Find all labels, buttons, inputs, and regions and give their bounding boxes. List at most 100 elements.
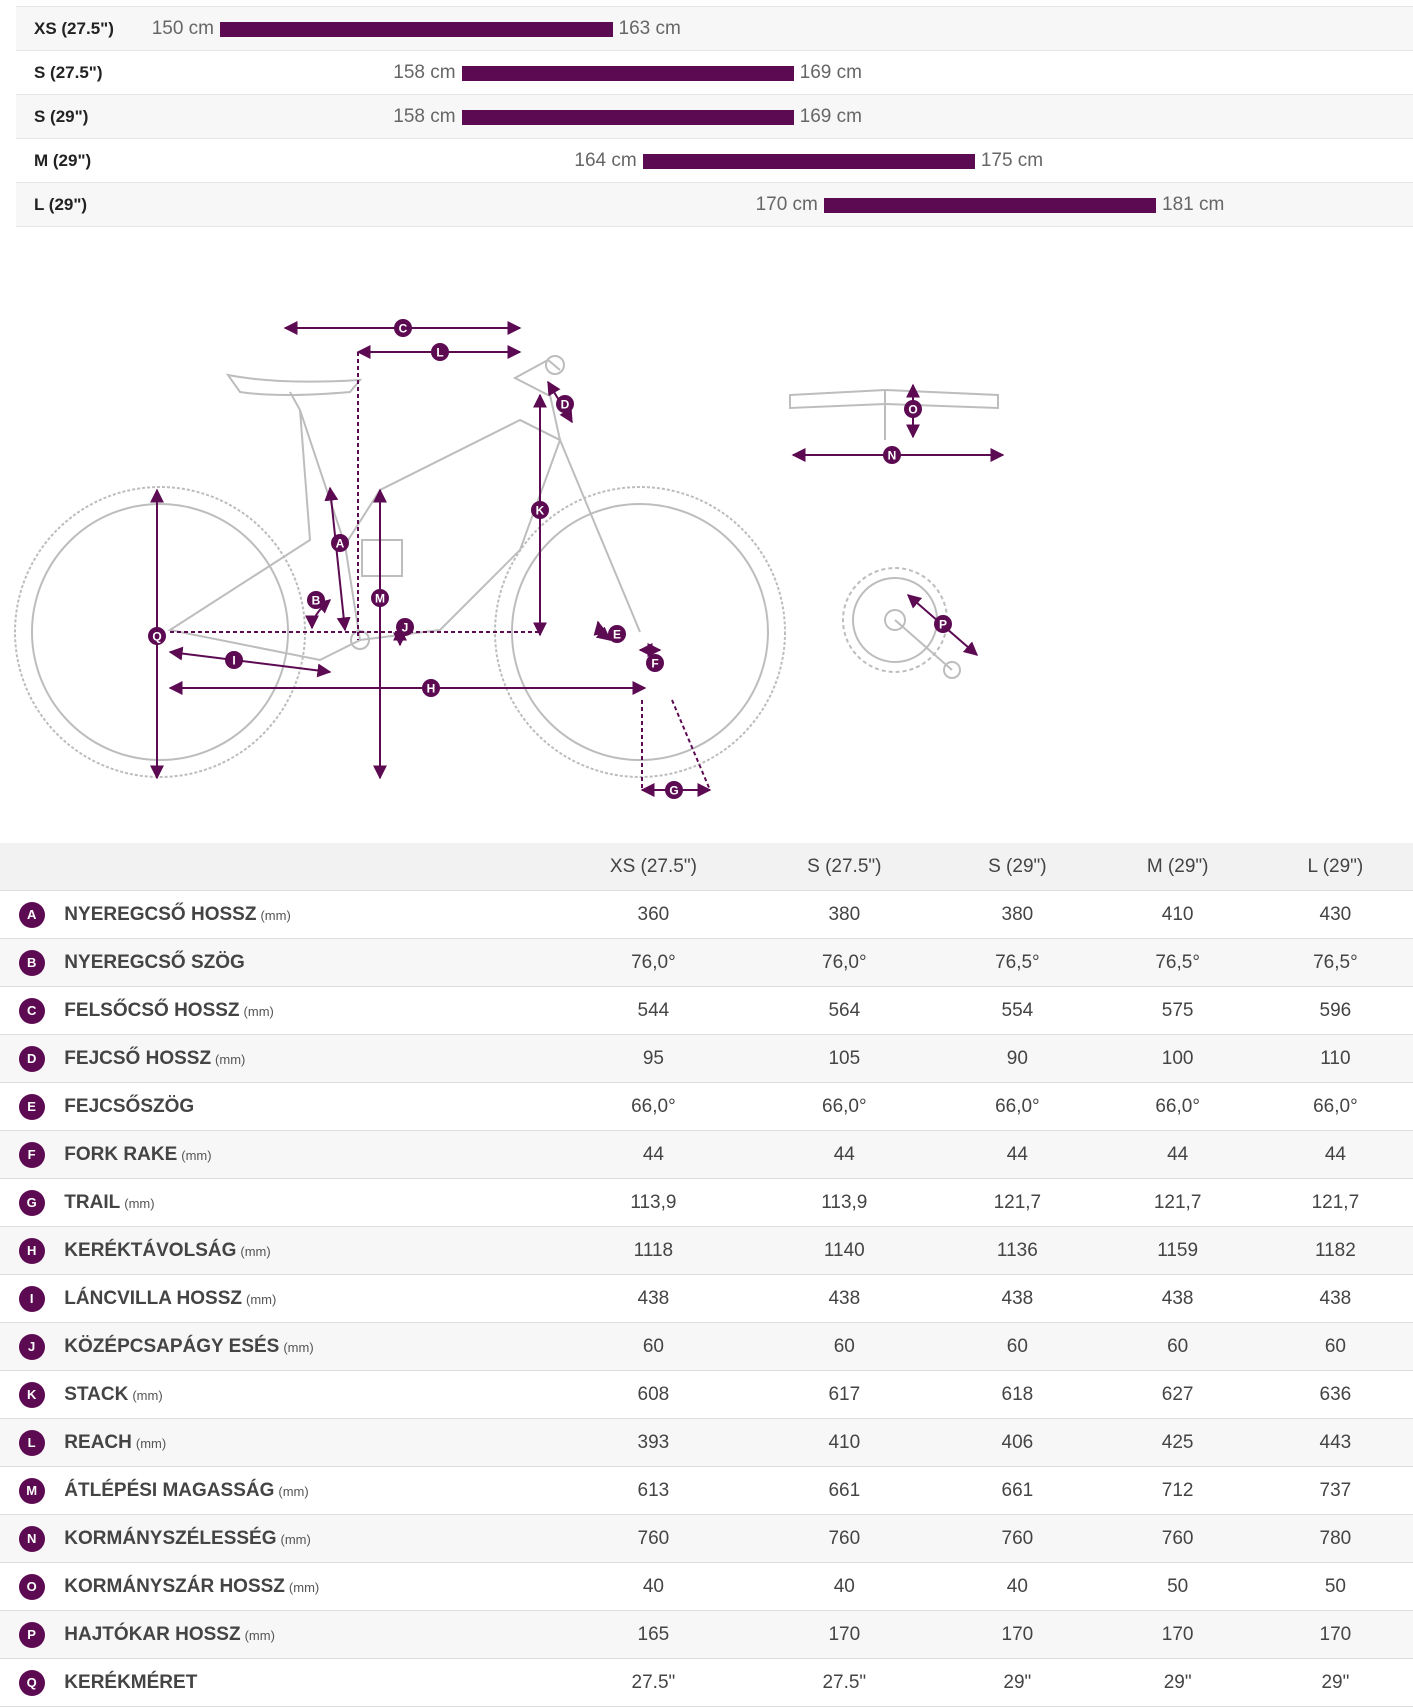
size-row: S (29") 158 cm 169 cm bbox=[16, 95, 1413, 139]
measurement-name: ÁTLÉPÉSI MAGASSÁG bbox=[64, 1479, 275, 1501]
table-cell: 1118 bbox=[555, 1226, 752, 1275]
table-cell: 170 bbox=[1257, 1610, 1413, 1659]
table-row: K STACK (mm) 608 617 618 627 636 bbox=[0, 1370, 1413, 1419]
table-cell: 44 bbox=[751, 1130, 938, 1179]
table-cell: 29" bbox=[1257, 1658, 1413, 1707]
measurement-unit: (mm) bbox=[240, 1243, 271, 1259]
table-cell: 40 bbox=[751, 1562, 938, 1611]
svg-text:L: L bbox=[436, 346, 443, 360]
row-measurement-name: NYEREGCSŐ HOSSZ (mm) bbox=[63, 890, 556, 939]
table-cell: 661 bbox=[937, 1466, 1098, 1515]
measurement-unit: (mm) bbox=[245, 1291, 277, 1307]
table-row: D FEJCSŐ HOSSZ (mm) 95 105 90 100 110 bbox=[0, 1034, 1413, 1083]
table-cell: 596 bbox=[1257, 986, 1413, 1035]
table-cell: 121,7 bbox=[937, 1178, 1098, 1227]
bike-geometry-diagram: A B C D E F G H I J K L M N O P Q bbox=[14, 319, 1005, 799]
table-cell: 1182 bbox=[1257, 1226, 1413, 1275]
table-row: L REACH (mm) 393 410 406 425 443 bbox=[0, 1418, 1413, 1467]
row-letter-badge: H bbox=[18, 1237, 45, 1264]
measurement-name: LÁNCVILLA HOSSZ bbox=[64, 1287, 242, 1309]
measurement-name: REACH bbox=[64, 1431, 132, 1453]
header-letter bbox=[0, 843, 64, 891]
row-letter-badge: Q bbox=[18, 1669, 45, 1696]
diagram-letter-f: F bbox=[646, 654, 664, 672]
size-min-height: 164 cm bbox=[574, 150, 637, 171]
table-row: O KORMÁNYSZÁR HOSSZ (mm) 40 40 40 50 50 bbox=[0, 1562, 1413, 1611]
row-letter-cell: B bbox=[0, 938, 64, 987]
row-letter-badge: J bbox=[18, 1333, 45, 1360]
table-cell: 60 bbox=[1097, 1322, 1258, 1371]
row-measurement-name: KORMÁNYSZÁR HOSSZ (mm) bbox=[63, 1562, 556, 1611]
measurement-name: KORMÁNYSZÉLESSÉG bbox=[64, 1527, 277, 1549]
table-cell: 712 bbox=[1097, 1466, 1258, 1515]
row-letter-cell: O bbox=[0, 1562, 64, 1611]
row-letter-badge: K bbox=[18, 1381, 45, 1408]
svg-text:G: G bbox=[669, 784, 678, 798]
measurement-name: KERÉKMÉRET bbox=[64, 1671, 198, 1693]
diagram-letter-d: D bbox=[556, 395, 574, 413]
measurement-name: STACK bbox=[64, 1383, 129, 1405]
table-cell: 29" bbox=[1097, 1658, 1258, 1707]
measurement-unit: (mm) bbox=[260, 907, 291, 923]
svg-text:P: P bbox=[939, 618, 947, 632]
size-row: XS (27.5") 150 cm 163 cm bbox=[16, 6, 1413, 51]
table-cell: 105 bbox=[751, 1034, 938, 1083]
svg-text:J: J bbox=[402, 621, 409, 635]
measurement-unit: (mm) bbox=[181, 1147, 212, 1163]
table-cell: 110 bbox=[1257, 1034, 1413, 1083]
table-cell: 780 bbox=[1257, 1514, 1413, 1563]
table-cell: 76,0° bbox=[555, 938, 752, 987]
table-cell: 40 bbox=[555, 1562, 752, 1611]
diagram-letter-i: I bbox=[225, 651, 243, 669]
measurement-unit: (mm) bbox=[283, 1339, 314, 1355]
table-cell: 95 bbox=[555, 1034, 752, 1083]
table-cell: 760 bbox=[555, 1514, 752, 1563]
table-cell: 60 bbox=[751, 1322, 938, 1371]
svg-text:B: B bbox=[312, 594, 321, 608]
diagram-letter-a: A bbox=[331, 534, 349, 552]
table-row: I LÁNCVILLA HOSSZ (mm) 438 438 438 438 438 bbox=[0, 1274, 1413, 1323]
table-cell: 121,7 bbox=[1097, 1178, 1258, 1227]
size-height-bar bbox=[461, 66, 794, 81]
svg-text:Q: Q bbox=[152, 630, 161, 644]
table-row: P HAJTÓKAR HOSSZ (mm) 165 170 170 170 170 bbox=[0, 1610, 1413, 1659]
row-letter-cell: G bbox=[0, 1178, 64, 1227]
measurement-name: TRAIL bbox=[64, 1191, 121, 1213]
table-cell: 44 bbox=[1257, 1130, 1413, 1179]
header-name bbox=[63, 843, 556, 891]
row-measurement-name: REACH (mm) bbox=[63, 1418, 556, 1467]
svg-text:K: K bbox=[536, 504, 545, 518]
diagram-letter-l: L bbox=[431, 343, 449, 361]
diagram-letter-q: Q bbox=[148, 627, 166, 645]
table-cell: 406 bbox=[937, 1418, 1098, 1467]
row-measurement-name: STACK (mm) bbox=[63, 1370, 556, 1419]
row-letter-cell: F bbox=[0, 1130, 64, 1179]
measurement-unit: (mm) bbox=[280, 1531, 311, 1547]
size-max-height: 169 cm bbox=[799, 62, 862, 83]
table-cell: 1140 bbox=[751, 1226, 938, 1275]
table-cell: 575 bbox=[1097, 986, 1258, 1035]
table-cell: 66,0° bbox=[937, 1082, 1098, 1131]
svg-text:A: A bbox=[336, 537, 345, 551]
table-cell: 44 bbox=[555, 1130, 752, 1179]
table-cell: 627 bbox=[1097, 1370, 1258, 1419]
measurement-name: FORK RAKE bbox=[64, 1143, 178, 1165]
row-measurement-name: FEJCSŐSZÖG bbox=[63, 1082, 556, 1131]
row-measurement-name: FEJCSŐ HOSSZ (mm) bbox=[63, 1034, 556, 1083]
table-cell: 554 bbox=[937, 986, 1098, 1035]
diagram-letter-e: E bbox=[608, 625, 626, 643]
row-letter-badge: B bbox=[18, 949, 45, 976]
geometry-table: XS (27.5") S (27.5") S (29") M (29") L (… bbox=[0, 843, 1413, 1707]
table-cell: 29" bbox=[937, 1658, 1098, 1707]
measurement-unit: (mm) bbox=[278, 1483, 309, 1499]
table-cell: 410 bbox=[751, 1418, 938, 1467]
table-cell: 44 bbox=[1097, 1130, 1258, 1179]
size-max-height: 181 cm bbox=[1162, 194, 1225, 215]
row-measurement-name: FELSŐCSŐ HOSSZ (mm) bbox=[63, 986, 556, 1035]
svg-text:N: N bbox=[888, 449, 897, 463]
row-letter-cell: E bbox=[0, 1082, 64, 1131]
table-cell: 608 bbox=[555, 1370, 752, 1419]
table-cell: 613 bbox=[555, 1466, 752, 1515]
size-max-height: 175 cm bbox=[980, 150, 1044, 171]
size-label: M (29") bbox=[34, 151, 92, 170]
